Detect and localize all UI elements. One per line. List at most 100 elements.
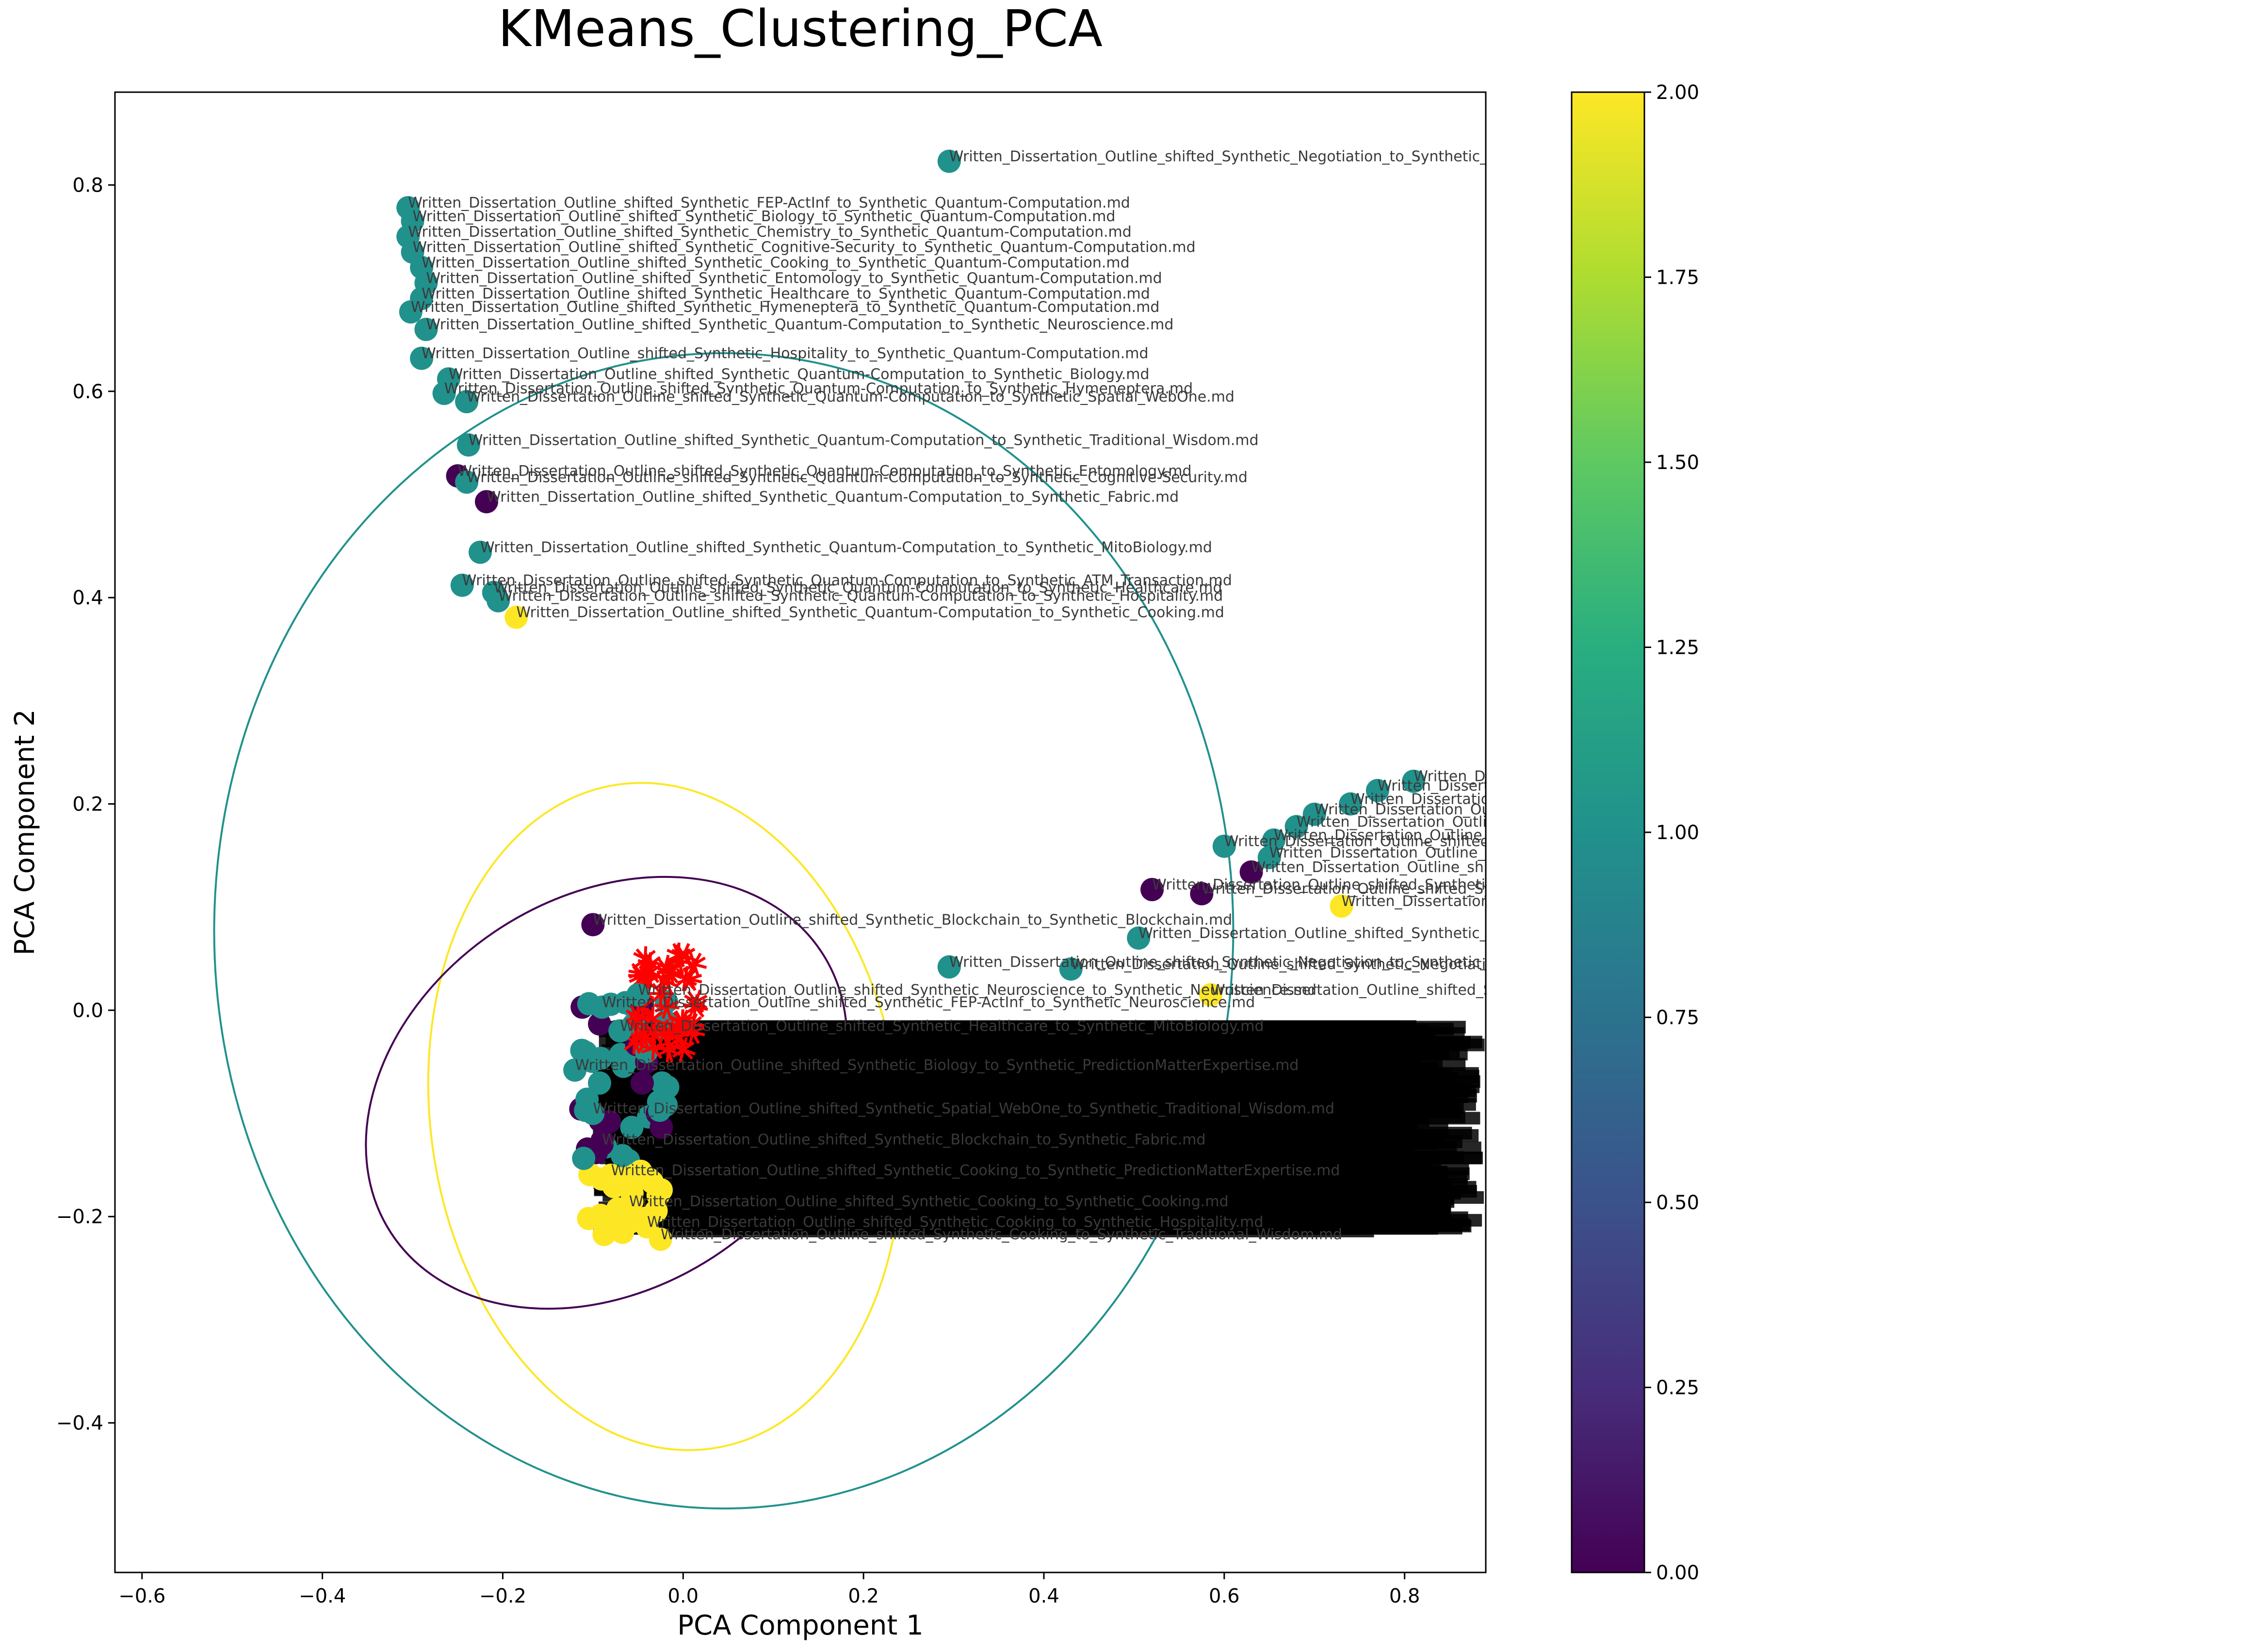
data-point (1365, 778, 1389, 802)
data-point (1199, 983, 1222, 1006)
colorbar-tick-label: 0.50 (1656, 1192, 1699, 1214)
centroid-mark (638, 956, 661, 973)
data-point (937, 955, 961, 979)
data-point (626, 983, 650, 1006)
point-label: Written_Dissertation_Outline_shifted_Syn… (462, 572, 1232, 589)
dense-label-bar (594, 1183, 1363, 1197)
centroid-markers (621, 942, 708, 1063)
point-label: Written_Dissertation_Outline_shifted_Syn… (620, 1018, 1264, 1035)
data-point (581, 1101, 605, 1125)
dense-point (606, 1214, 630, 1238)
point-label: Written_Dissertation_Outline_shifted_Syn… (408, 224, 1132, 241)
point-label: Written_Dissertation_Outline_shifted_Syn… (949, 148, 1683, 165)
y-tick-label: 0.2 (72, 794, 103, 816)
centroid-mark (661, 1023, 684, 1038)
point-label: Written_Dissertation_Outline_shifted_Syn… (647, 1214, 1263, 1231)
dense-label-bar (630, 1105, 1461, 1118)
point-label: Written_Dissertation_Outline_shifted_Syn… (411, 299, 1160, 316)
dense-label-bar (658, 1134, 1425, 1148)
x-tick-label: 0.0 (667, 1585, 699, 1607)
dense-point (620, 1116, 644, 1139)
data-points (396, 149, 1426, 1251)
data-point (432, 382, 456, 405)
y-tick-label: −0.2 (56, 1206, 103, 1228)
dense-point (589, 1203, 613, 1227)
point-label: Written_Dissertation_Outline_shifted_Syn… (1413, 768, 2078, 785)
point-label: Written_Dissertation_Outline_shifted_Syn… (1138, 925, 1787, 942)
centroid-mark (677, 973, 702, 985)
point-label: Written_Dissertation_Outline_shifted_Syn… (629, 1193, 1229, 1210)
point-label: Written_Dissertation_Outline_shifted_Syn… (426, 270, 1162, 287)
point-label: Written_Dissertation_Outline_shifted_Syn… (467, 389, 1235, 405)
point-label: Written_Dissertation_Outline_shifted_Syn… (494, 580, 1222, 597)
dense-point (574, 1041, 598, 1065)
centroid-mark (641, 1042, 666, 1053)
colorbar-tick-label: 1.75 (1656, 267, 1699, 289)
dense-label-bar (663, 1057, 1376, 1070)
point-label: Written_Dissertation_Outline_shifted_Syn… (480, 539, 1212, 556)
point-label: Written_Dissertation_Outline_shifted_Syn… (1342, 893, 1967, 910)
centroid-mark (659, 963, 681, 982)
data-point (1212, 834, 1236, 858)
point-label: Written_Dissertation_Outline_shifted_Syn… (1315, 801, 1955, 818)
plot-frame (114, 91, 1487, 1573)
centroid-mark (641, 1011, 664, 1028)
data-point (1140, 878, 1164, 902)
dense-point (649, 1178, 673, 1202)
dense-label-cluster (569, 990, 1485, 1247)
data-point (563, 1058, 587, 1082)
centroid-mark (656, 1043, 681, 1057)
data-point (468, 540, 492, 564)
colorbar-tick-label: 0.25 (1656, 1377, 1699, 1399)
dense-label-bar (647, 1040, 1400, 1053)
data-point (399, 300, 422, 324)
x-tick-label: 0.8 (1389, 1585, 1420, 1607)
cluster-ellipse (213, 352, 1235, 1510)
point-label: Written_Dissertation_Outline_shifted_Syn… (426, 316, 1173, 333)
centroid-mark (666, 948, 691, 962)
dense-point (656, 1075, 680, 1099)
centroid-mark (668, 953, 689, 972)
data-point (649, 1228, 672, 1251)
point-label: Written_Dissertation_Outline_shifted_Syn… (602, 994, 1255, 1011)
data-point (608, 1019, 632, 1043)
point-label: Written_Dissertation_Outline_shifted_Syn… (469, 432, 1259, 449)
point-label: Written_Dissertation_Outline_shifted_Syn… (422, 285, 1150, 302)
data-point (1059, 957, 1083, 981)
data-point (504, 605, 528, 629)
centroid-mark (650, 984, 671, 1004)
point-label: Written_Dissertation_Outline_shifted_Syn… (1202, 881, 1901, 898)
data-point (1402, 769, 1426, 793)
data-point (474, 490, 498, 514)
dense-point (648, 1099, 671, 1122)
data-point (599, 1164, 623, 1187)
point-label: Written_Dissertation_Outline_shifted_Syn… (444, 380, 1193, 397)
dense-label-bar (627, 1080, 1480, 1093)
x-axis-label: PCA Component 1 (677, 1610, 924, 1641)
point-label: Written_Dissertation_Outline_shifted_Syn… (413, 239, 1196, 256)
colorbar (1571, 91, 1645, 1573)
dense-point (587, 1071, 611, 1095)
data-point (410, 346, 434, 370)
dense-point (572, 1147, 596, 1170)
point-label: Written_Dissertation_Outline_shifted_Syn… (1251, 859, 1954, 876)
dense-label-bar (605, 1121, 1412, 1134)
x-tick-label: −0.2 (479, 1585, 526, 1607)
colorbar-tick-label: 1.00 (1656, 822, 1699, 844)
data-point (590, 1133, 614, 1156)
colorbar-tick-label: 0.00 (1656, 1562, 1699, 1584)
x-tick-label: 0.2 (848, 1585, 879, 1607)
point-label: Written_Dissertation_Outline_shifted_Syn… (1378, 777, 2017, 794)
colorbar-tick-label: 2.00 (1656, 81, 1699, 104)
colorbar-tick-label: 1.50 (1656, 452, 1699, 474)
point-label: Written_Dissertation_Outline_shifted_Syn… (422, 255, 1130, 272)
point-label: Written_Dissertation_Outline_shifted_Syn… (516, 604, 1224, 621)
cluster-ellipse (365, 875, 848, 1310)
centroid-mark (641, 1025, 665, 1040)
chart-title: KMeans_Clustering_PCA (498, 0, 1103, 58)
dense-point (650, 1116, 673, 1139)
y-axis-ticks: −0.4 −0.2 0.0 0.2 0.4 0.6 0.8 (56, 174, 115, 1435)
x-tick-label: −0.4 (299, 1585, 346, 1607)
point-label: Written_Dissertation_Outline_shifted_Syn… (593, 1101, 1334, 1118)
point-label: Written_Dissertation_Outline_shifted_Syn… (949, 954, 1636, 971)
